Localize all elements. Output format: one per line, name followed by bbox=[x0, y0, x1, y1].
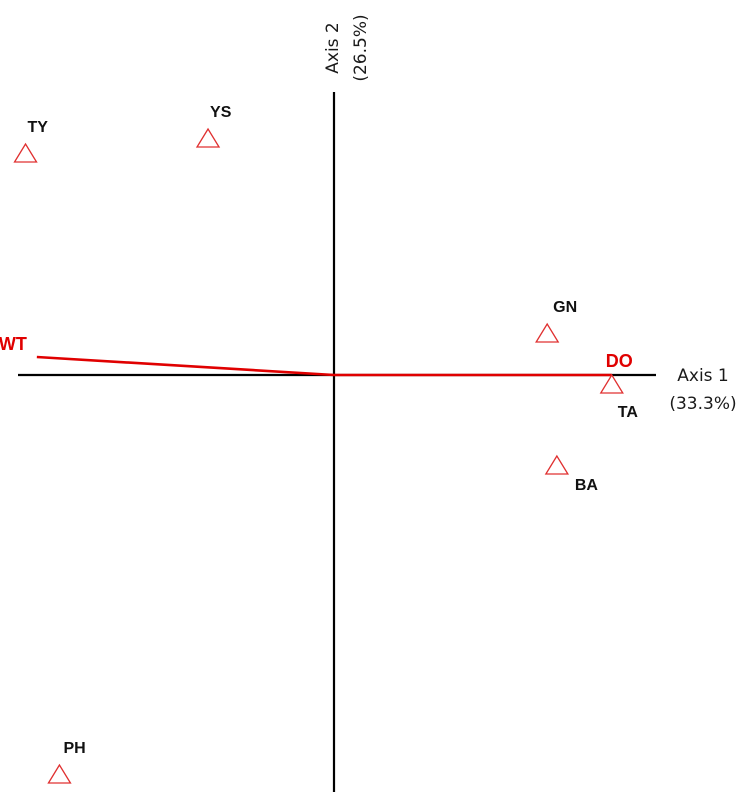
vector-wt-line bbox=[36, 355, 335, 377]
site-ba-marker bbox=[544, 454, 570, 475]
site-ta-label: TA bbox=[618, 404, 639, 421]
site-gn-label: GN bbox=[553, 299, 577, 316]
site-ph-marker bbox=[47, 763, 72, 784]
site-gn-marker bbox=[535, 322, 560, 343]
vector-wt-label: WT bbox=[0, 334, 27, 354]
y-axis-title-label: Axis 2 bbox=[323, 22, 343, 74]
y-axis-title-percent: (26.5%) bbox=[351, 14, 371, 81]
site-ta-marker bbox=[599, 373, 624, 394]
site-ph-label: PH bbox=[63, 740, 85, 757]
x-axis-title-label: Axis 1 bbox=[677, 366, 729, 386]
y-axis-title: Axis 2 (26.5%) bbox=[323, 14, 371, 81]
environmental-vectors: WT DO bbox=[0, 334, 633, 377]
site-ty-marker bbox=[13, 142, 38, 163]
site-ty-label: TY bbox=[28, 119, 49, 136]
x-axis-title: Axis 1 (33.3%) bbox=[669, 366, 736, 414]
site-ys-label: YS bbox=[210, 104, 232, 121]
site-ba-label: BA bbox=[575, 477, 599, 494]
x-axis-title-percent: (33.3%) bbox=[669, 394, 736, 414]
vector-do-label: DO bbox=[606, 351, 633, 371]
site-points: TY YS GN TA BA PH bbox=[13, 104, 639, 784]
site-ys-marker bbox=[195, 127, 221, 148]
